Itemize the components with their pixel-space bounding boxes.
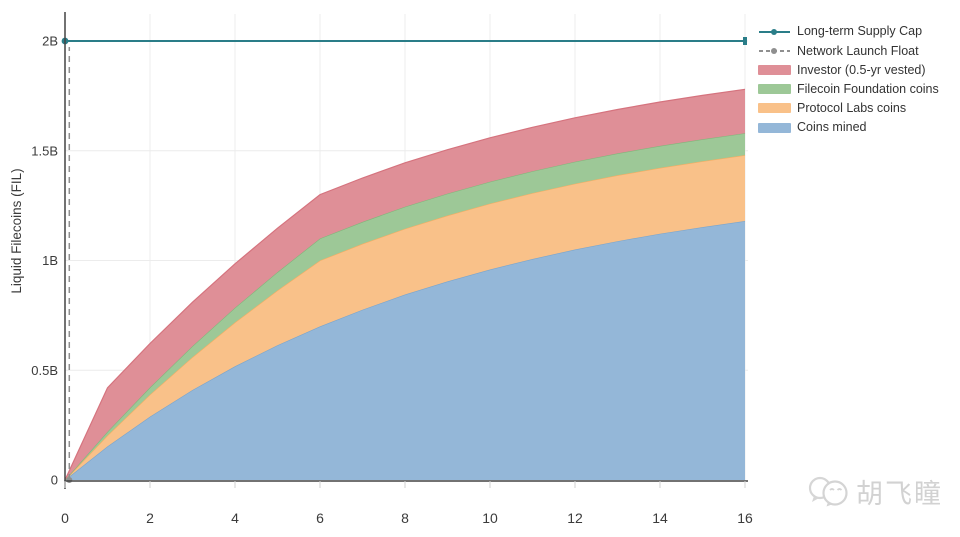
area-mined [65, 221, 745, 480]
supply-cap-marker-right [743, 37, 747, 45]
legend-item-protocol-labs[interactable]: Protocol Labs coins [758, 99, 939, 118]
x-tick-label: 12 [567, 510, 583, 526]
y-tick-label: 1.5B [31, 143, 58, 158]
x-tick-label: 2 [146, 510, 154, 526]
legend-item-foundation[interactable]: Filecoin Foundation coins [758, 80, 939, 99]
wechat-icon [808, 476, 848, 506]
mined-swatch-icon [758, 122, 791, 134]
x-tick-label: 4 [231, 510, 239, 526]
legend-item-mined[interactable]: Coins mined [758, 118, 939, 137]
legend-item-supply-cap[interactable]: Long-term Supply Cap [758, 22, 939, 41]
legend-label-supply-cap: Long-term Supply Cap [797, 24, 923, 39]
y-tick-label: 2B [42, 34, 58, 49]
mined-swatch-box [758, 122, 791, 133]
foundation-swatch-box [758, 84, 791, 95]
protocol-labs-swatch-icon [758, 102, 791, 114]
x-tick-label: 16 [737, 510, 753, 526]
chart-legend: Long-term Supply Cap Network Launch Floa… [758, 22, 939, 137]
legend-item-investor[interactable]: Investor (0.5-yr vested) [758, 60, 939, 79]
watermark: 胡飞瞳 [808, 472, 943, 511]
y-tick-label: 0.5B [31, 363, 58, 378]
y-tick-label: 0 [51, 473, 58, 488]
area-edge-investor [64, 88, 746, 481]
investor-swatch-box [758, 64, 791, 75]
x-tick-label: 6 [316, 510, 324, 526]
x-tick-label: 14 [652, 510, 668, 526]
legend-label-investor: Investor (0.5-yr vested) [797, 62, 926, 77]
y-tick-label: 1B [42, 253, 58, 268]
supply-cap-line-icon [758, 26, 791, 38]
launch-float-line-icon [758, 45, 791, 57]
y-axis-title: Liquid Filecoins (FIL) [9, 168, 24, 293]
legend-label-launch-float: Network Launch Float [797, 43, 919, 58]
protocol-labs-swatch-box [758, 103, 791, 114]
investor-swatch-icon [758, 64, 791, 76]
x-tick-label: 8 [401, 510, 409, 526]
area-investor [65, 89, 745, 481]
legend-label-foundation: Filecoin Foundation coins [797, 81, 939, 96]
legend-label-mined: Coins mined [797, 120, 867, 135]
area-protocol-labs [65, 155, 745, 480]
legend-item-launch-float[interactable]: Network Launch Float [758, 41, 939, 60]
x-tick-label: 10 [482, 510, 498, 526]
watermark-text: 胡飞瞳 [856, 479, 943, 509]
legend-label-protocol-labs: Protocol Labs coins [797, 101, 907, 116]
foundation-swatch-icon [758, 83, 791, 95]
launch-float-marker [66, 477, 73, 483]
x-tick-label: 0 [61, 510, 69, 526]
